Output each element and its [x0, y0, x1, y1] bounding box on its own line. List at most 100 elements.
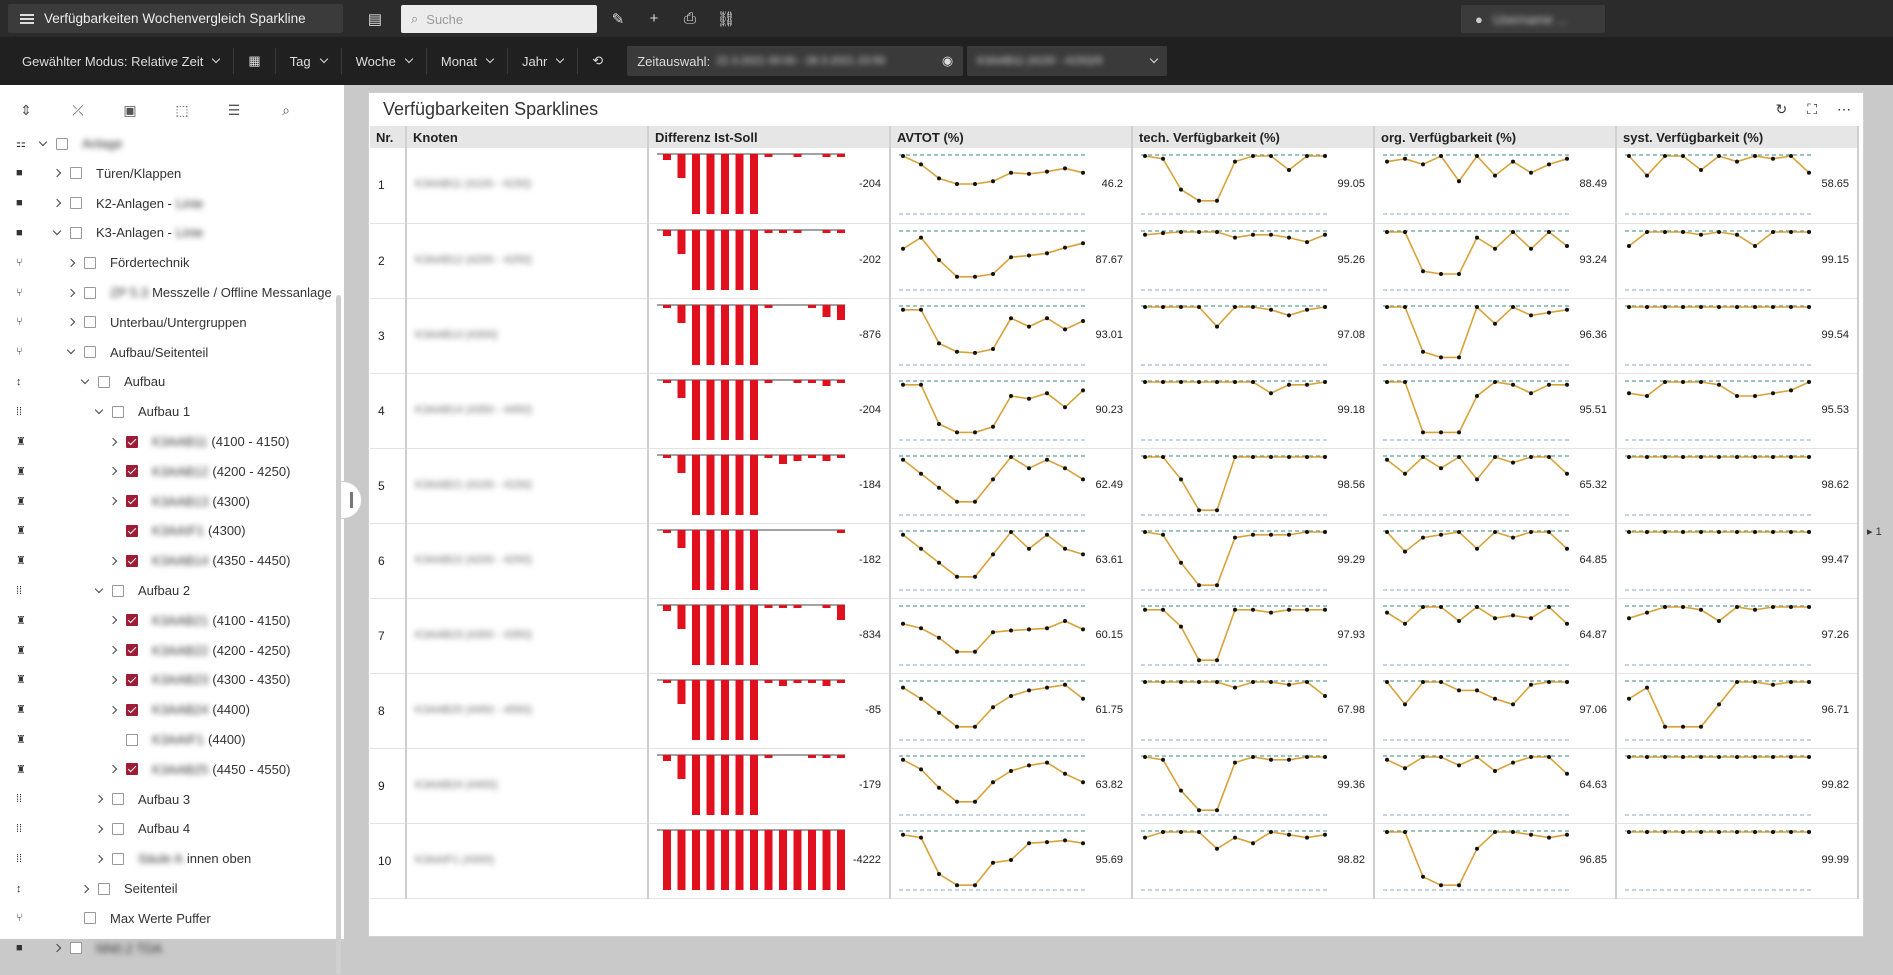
tree-item[interactable]: ♜ K3AAB22 (4200 - 4250): [0, 636, 290, 665]
collapse-icon[interactable]: ⤫: [72, 101, 84, 118]
chevron-down-icon[interactable]: [66, 345, 76, 355]
tree-item[interactable]: ♜ K3AAB13 (4300): [0, 487, 250, 516]
tree-checkbox[interactable]: [112, 793, 124, 806]
tree-checkbox[interactable]: [126, 465, 138, 478]
tree-item[interactable]: ♜ K3AAB12 (4200 - 4250): [0, 457, 290, 486]
chevron-right-icon[interactable]: [108, 556, 118, 565]
tree-checkbox[interactable]: [70, 167, 82, 180]
monat-dropdown[interactable]: Monat: [427, 48, 508, 74]
tree-checkbox[interactable]: [126, 673, 138, 686]
zeitauswahl-field[interactable]: Zeitauswahl: 22.3.2021 00:00 - 28.3.2021…: [627, 46, 964, 76]
chevron-right-icon[interactable]: [108, 496, 118, 506]
tree-item[interactable]: ⁞⁞ Säule A innen oben: [0, 844, 251, 873]
column-header[interactable]: Differenz Ist-Soll: [648, 126, 891, 148]
print-icon[interactable]: ⎙: [683, 10, 696, 27]
tree-checkbox[interactable]: [84, 912, 96, 925]
tree-checkbox[interactable]: [126, 554, 138, 567]
tree-item[interactable]: ♜ K3AAB25 (4450 - 4550): [0, 755, 290, 784]
tree-item[interactable]: ♜ K3AAB11 (4100 - 4150): [0, 427, 289, 456]
tree-checkbox[interactable]: [98, 375, 110, 388]
tree-item[interactable]: ■ K2-Anlagen - Linie: [0, 189, 203, 218]
tree-checkbox[interactable]: [70, 226, 82, 239]
chevron-down-icon[interactable]: [94, 405, 104, 414]
chevron-down-icon[interactable]: [94, 584, 104, 593]
chevron-right-icon[interactable]: [80, 884, 90, 893]
filter-icon[interactable]: ☰: [227, 101, 241, 118]
sidebar-resize-handle[interactable]: [340, 481, 362, 519]
tree-item[interactable]: ⁞⁞ Aufbau 4: [0, 814, 190, 843]
table-row[interactable]: 7 K3AAB23 (4300 - 4350) -834 60.15 97.93 64.8…: [370, 598, 1859, 674]
tree-item[interactable]: ⚏ Anlage: [0, 129, 122, 158]
tree-checkbox[interactable]: [126, 733, 138, 746]
page-indicator[interactable]: ▸ 1: [1867, 526, 1882, 538]
edit-icon[interactable]: ✎: [611, 10, 625, 28]
tree-item[interactable]: ↕ Aufbau: [0, 367, 165, 396]
tree-checkbox[interactable]: [70, 197, 82, 210]
chevron-right-icon[interactable]: [66, 288, 76, 297]
tree-item[interactable]: ■ K3-Anlagen - Linie: [0, 218, 203, 247]
tag-dropdown[interactable]: Tag: [276, 48, 342, 74]
tree-item[interactable]: ♜ K3AAB21 (4100 - 4150): [0, 606, 290, 635]
tree-item[interactable]: ♜ K3AAIF1 (4400): [0, 725, 246, 754]
history-button[interactable]: ⟲: [578, 48, 617, 74]
column-header[interactable]: org. Verfügbarkeit (%): [1374, 126, 1617, 148]
tree-checkbox[interactable]: [126, 763, 138, 776]
tree-item[interactable]: ⑂ ZP 5.3 Messzelle / Offline Messanlage: [0, 278, 332, 307]
node-dropdown[interactable]: K3AAB11 (4100 - 4150)/9: [967, 46, 1168, 76]
tree-item[interactable]: ♜ K3AAIF1 (4300): [0, 516, 246, 545]
tree-checkbox[interactable]: [84, 286, 96, 299]
chevron-down-icon[interactable]: [38, 137, 48, 146]
tree-item[interactable]: ■ Türen/Klappen: [0, 159, 181, 188]
tree-item[interactable]: ♜ K3AAB24 (4400): [0, 695, 250, 724]
table-row[interactable]: 10 K3AAIF1 (4300) -4222 95.69 98.82 96.85 99.9…: [370, 823, 1859, 899]
tree-item[interactable]: ⑂ Fördertechnik: [0, 248, 189, 277]
tree-checkbox[interactable]: [126, 495, 138, 508]
column-header[interactable]: AVTOT (%): [890, 126, 1133, 148]
chevron-right-icon[interactable]: [66, 318, 76, 327]
chevron-right-icon[interactable]: [52, 198, 62, 208]
jahr-dropdown[interactable]: Jahr: [508, 48, 579, 74]
tree-checkbox[interactable]: [112, 852, 124, 865]
user-menu[interactable]: ● Username ...: [1461, 5, 1605, 33]
select-none-icon[interactable]: ⬚: [175, 101, 189, 118]
mode-dropdown[interactable]: Gewählter Modus: Relative Zeit: [0, 48, 235, 74]
sidebar-scrollbar[interactable]: [336, 295, 341, 975]
table-row[interactable]: 5 K3AAB21 (4100 - 4150) -184 62.49 98.56 65.3…: [370, 448, 1859, 524]
tree-item[interactable]: ↕ Seitenteil: [0, 874, 177, 903]
table-row[interactable]: 9 K3AAB24 (4400) -179 63.82 99.36 64.63 99.82: [370, 748, 1859, 824]
column-header[interactable]: Knoten: [406, 126, 649, 148]
refresh-icon[interactable]: ↻: [1775, 101, 1788, 117]
tree-item[interactable]: ⁞⁞ Aufbau 2: [0, 576, 190, 605]
tree-item[interactable]: ⁞⁞ Aufbau 3: [0, 785, 190, 814]
more-icon[interactable]: ⋯: [1837, 101, 1851, 117]
chevron-right-icon[interactable]: [94, 854, 104, 863]
tree-item[interactable]: ♜ K3AAB23 (4300 - 4350): [0, 665, 290, 694]
column-header[interactable]: syst. Verfügbarkeit (%): [1616, 126, 1859, 148]
tree-item[interactable]: ⁞⁞ Aufbau 1: [0, 397, 190, 426]
tree-checkbox[interactable]: [112, 822, 124, 835]
tree-checkbox[interactable]: [126, 614, 138, 627]
tree-item[interactable]: ⑂ Max Werte Puffer: [0, 904, 211, 933]
tree-checkbox[interactable]: [70, 942, 82, 955]
chevron-right-icon[interactable]: [52, 169, 62, 178]
tree-checkbox[interactable]: [126, 435, 138, 448]
table-row[interactable]: 6 K3AAB22 (4200 - 4250) -182 63.61 99.29 64.8…: [370, 523, 1859, 599]
tree-checkbox[interactable]: [84, 346, 96, 359]
table-row[interactable]: 4 K3AAB14 (4350 - 4450) -204 90.23 99.18 95.5…: [370, 373, 1859, 449]
chevron-right-icon[interactable]: [108, 645, 118, 655]
tree-item[interactable]: ♜ K3AAB14 (4350 - 4450): [0, 546, 290, 575]
chevron-down-icon[interactable]: [80, 375, 90, 385]
tree-checkbox[interactable]: [126, 524, 138, 537]
tree-checkbox[interactable]: [84, 316, 96, 329]
tree-item[interactable]: ⑂ Unterbau/Untergruppen: [0, 308, 247, 337]
tree-checkbox[interactable]: [126, 644, 138, 657]
eye-icon[interactable]: ◉: [941, 53, 954, 68]
search-icon[interactable]: ⌕: [282, 101, 290, 118]
chevron-down-icon[interactable]: [52, 226, 62, 236]
chevron-right-icon[interactable]: [108, 765, 118, 774]
calendar-button[interactable]: ▦: [234, 48, 276, 74]
chevron-right-icon[interactable]: [94, 824, 104, 834]
add-icon[interactable]: +: [649, 10, 659, 27]
fullscreen-icon[interactable]: ⛶: [1807, 101, 1817, 117]
table-row[interactable]: 8 K3AAB25 (4450 - 4550) -85 61.75 67.98 97.06…: [370, 673, 1859, 749]
